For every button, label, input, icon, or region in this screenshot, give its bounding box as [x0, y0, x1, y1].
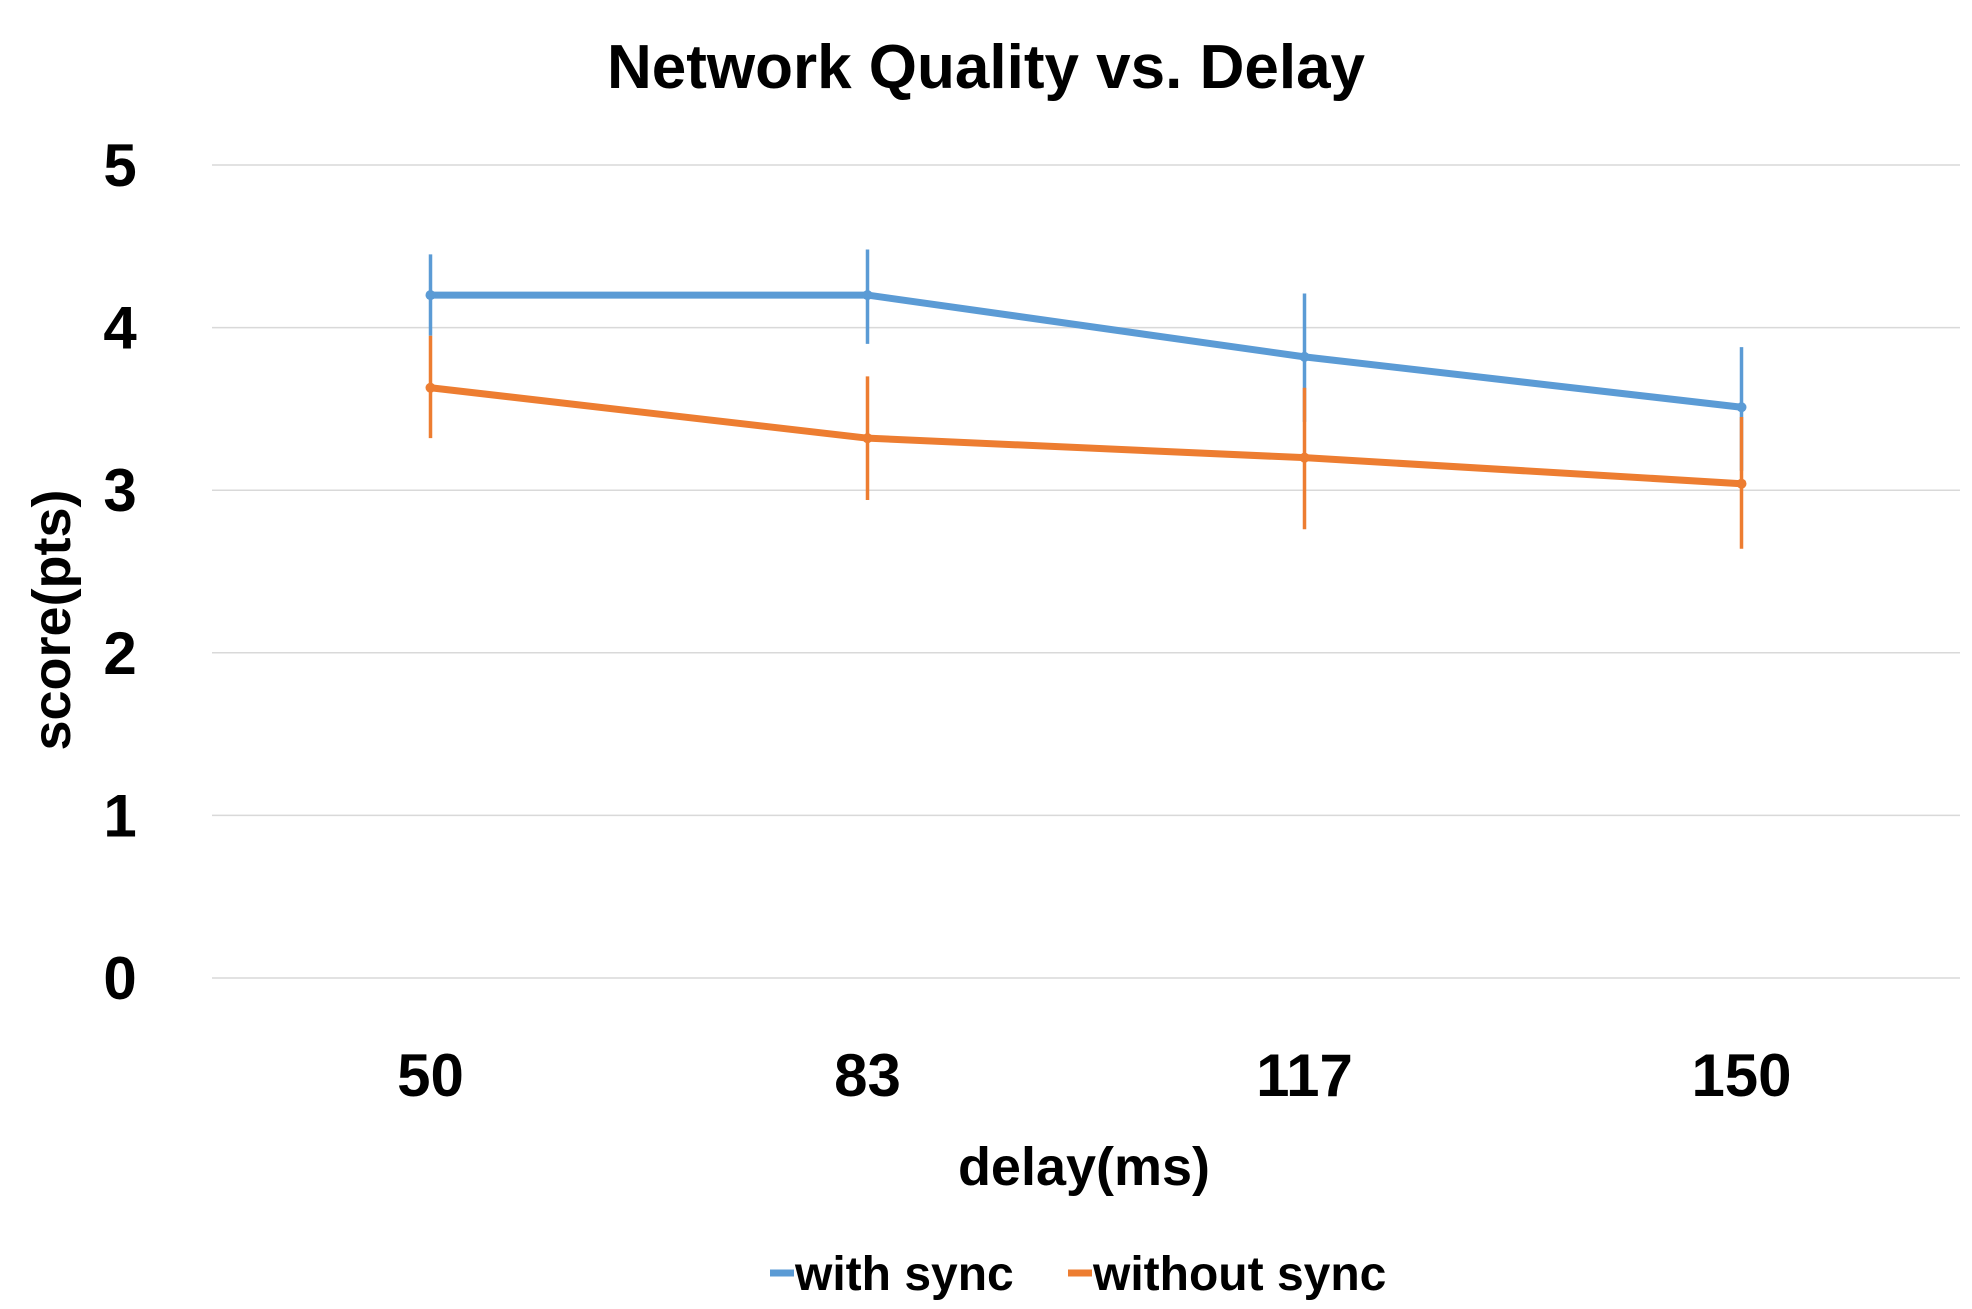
x-axis-label: delay(ms): [958, 1137, 1210, 1197]
data-point: [862, 290, 873, 301]
chart-title: Network Quality vs. Delay: [607, 33, 1366, 102]
y-tick-label-3: 3: [103, 457, 136, 524]
y-tick-labels: 0 1 2 3 4 5: [103, 132, 137, 1012]
y-tick-label-1: 1: [103, 782, 136, 849]
series-layer: [425, 249, 1747, 549]
series-line: [427, 291, 1745, 411]
data-point: [1299, 351, 1310, 362]
series-line: [427, 384, 1745, 488]
y-tick-label-2: 2: [103, 620, 136, 687]
series-with-sync: [425, 249, 1747, 471]
legend-item-without-sync: without sync: [1068, 1248, 1386, 1301]
x-tick-label-117: 117: [1256, 1042, 1353, 1109]
x-tick-label-83: 83: [834, 1042, 901, 1109]
y-tick-label-5: 5: [103, 132, 136, 199]
x-tick-label-50: 50: [397, 1042, 464, 1109]
series-without-sync: [425, 335, 1747, 549]
x-tick-label-150: 150: [1691, 1042, 1791, 1109]
y-tick-label-4: 4: [103, 295, 137, 362]
legend-item-with-sync: with sync: [770, 1248, 1014, 1301]
legend: with sync without sync: [770, 1248, 1386, 1301]
y-tick-label-0: 0: [103, 945, 136, 1012]
data-point: [1736, 402, 1747, 413]
legend-label: without sync: [1092, 1248, 1386, 1301]
gridlines: [212, 164, 1960, 979]
data-point: [1299, 452, 1310, 463]
data-point: [1736, 478, 1747, 489]
x-tick-labels: 50 83 117 150: [397, 1042, 1791, 1109]
data-point: [425, 382, 436, 393]
legend-label: with sync: [794, 1248, 1014, 1301]
y-axis-label: score(pts): [22, 489, 82, 750]
data-point: [862, 433, 873, 444]
data-point: [425, 290, 436, 301]
